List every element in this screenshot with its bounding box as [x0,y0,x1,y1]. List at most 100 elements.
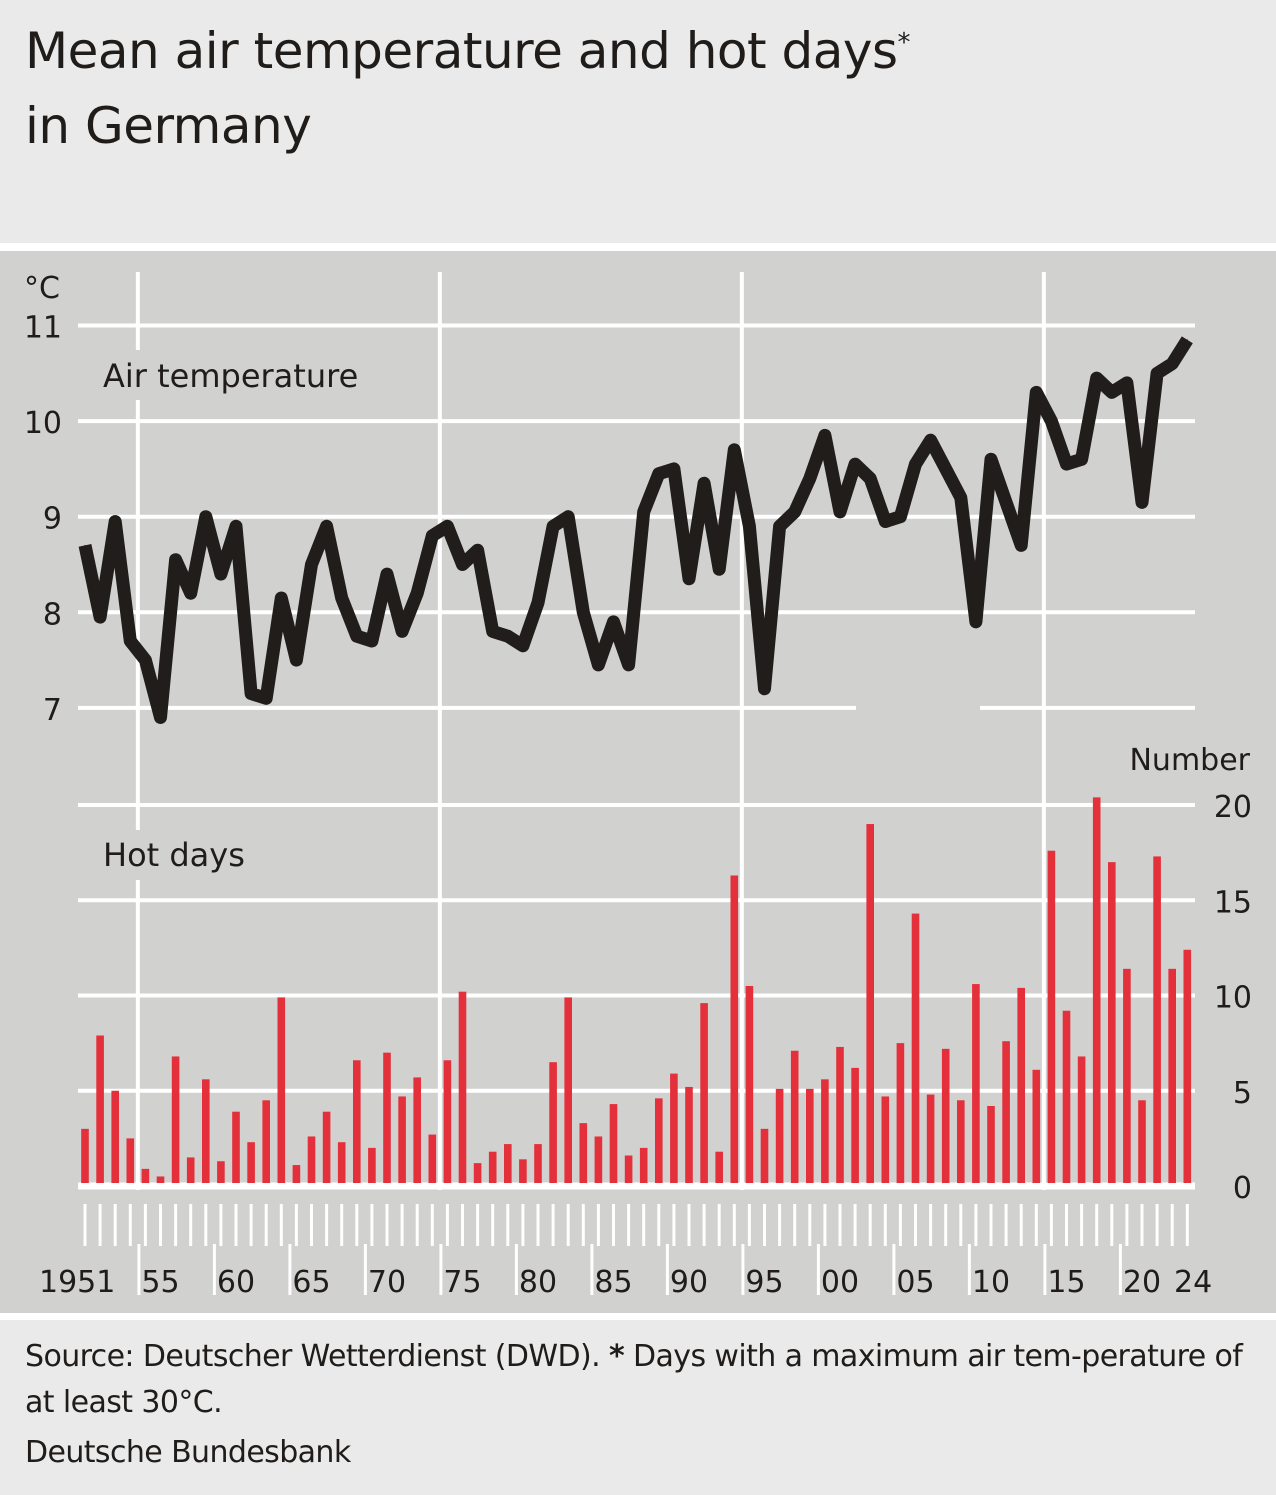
temp-point-1997 [779,525,781,527]
temp-point-1988 [643,511,645,513]
temp-point-1995 [748,525,750,527]
hot-days-series-label: Hot days [103,836,245,874]
x-label-15: 15 [1047,1265,1085,1300]
x-label-90: 90 [670,1265,708,1300]
bar-1996 [760,1128,769,1183]
y-axis-left-labels: 7 8 9 10 11 [24,311,62,728]
temp-point-1989 [658,473,660,475]
temp-point-2022 [1156,372,1158,374]
temp-point-1994 [733,449,735,451]
bar-1963 [262,1100,270,1183]
bar-1968 [337,1142,346,1183]
bar-2016 [1062,1010,1071,1183]
temp-point-1954 [129,640,131,642]
bar-1989 [655,1098,663,1183]
temp-point-1982 [552,525,554,527]
temp-point-1981 [537,602,539,604]
temp-point-1967 [326,525,328,527]
x-label-10: 10 [972,1265,1010,1300]
y-left-label-9: 9 [43,502,62,537]
bar-1999 [806,1088,814,1183]
bar-2009 [957,1100,965,1183]
bar-2014 [1032,1069,1041,1183]
bar-1969 [353,1060,361,1183]
bar-2001 [836,1046,844,1183]
bar-2022 [1153,856,1161,1183]
x-label-20: 20 [1123,1265,1161,1300]
bar-1965 [292,1165,301,1183]
temp-point-1951 [84,544,86,546]
temp-point-1966 [311,564,312,565]
temp-point-2000 [824,434,826,436]
x-label-05: 05 [896,1265,934,1300]
y-axis-right-labels: 0 5 10 15 20 [1214,790,1252,1206]
bar-2013 [1017,987,1025,1183]
bar-1966 [307,1136,316,1183]
bar-2018 [1092,797,1101,1183]
bar-1988 [639,1147,648,1183]
temp-point-1958 [190,592,192,594]
title-line-1: Mean air temperature and hot days [25,22,898,80]
y-right-label-5: 5 [1233,1076,1252,1111]
temp-point-2010 [975,621,977,623]
temp-point-2014 [1035,391,1037,393]
temp-point-1985 [597,664,599,666]
y-axis-left-unit: °C [24,271,60,306]
bar-1994 [730,875,739,1183]
air-temperature-series-label: Air temperature [103,357,358,395]
temp-point-1961 [235,525,237,527]
x-label-85: 85 [594,1265,632,1300]
temp-point-2013 [1020,544,1022,546]
temp-point-2012 [1005,501,1007,503]
x-label-95: 95 [745,1265,783,1300]
bar-1958 [186,1157,195,1183]
bar-1980 [519,1159,527,1183]
temp-point-2001 [839,511,841,513]
bar-2021 [1138,1100,1146,1183]
bar-1992 [700,1003,708,1183]
temp-point-2017 [1081,458,1083,460]
temp-point-2015 [1050,420,1052,422]
temp-point-2007 [930,439,932,441]
temp-point-1976 [462,564,463,565]
bar-2003 [866,824,874,1183]
temp-point-1956 [160,717,161,718]
bar-1961 [232,1111,240,1183]
temp-point-1979 [507,635,509,637]
bar-2007 [926,1094,935,1183]
chart-title: Mean air temperature and hot days* in Ger… [25,14,911,164]
bar-1991 [685,1086,693,1183]
gridlines [78,272,1195,1190]
y-axis-right-unit: Number [1129,743,1250,778]
bar-1973 [413,1077,421,1183]
temp-point-2021 [1141,501,1143,503]
bar-1954 [126,1138,135,1183]
x-label-00: 00 [821,1265,859,1300]
temp-point-2019 [1111,391,1113,393]
temp-point-2011 [990,458,992,460]
x-label-65: 65 [292,1265,330,1300]
bar-1975 [443,1060,452,1183]
bar-2005 [896,1043,905,1183]
bar-1985 [594,1136,603,1183]
temp-point-1963 [265,697,267,699]
title-line-2: in Germany [25,97,312,155]
temp-point-2018 [1096,377,1098,379]
bar-1951 [81,1128,89,1183]
footnote-asterisk: * [608,1339,625,1374]
temp-point-2016 [1066,463,1067,465]
y-left-label-8: 8 [43,597,62,632]
bar-1964 [277,997,286,1183]
x-label-60: 60 [217,1265,255,1300]
source-text: Source: Deutscher Wetterdienst (DWD). [25,1339,601,1374]
y-left-label-11: 11 [24,311,62,346]
bar-1990 [670,1073,678,1183]
bar-2011 [987,1105,995,1183]
x-axis-labels: 1951 55 60 65 70 75 80 85 90 95 00 05 10 15 20 24 [39,1265,1212,1300]
bar-1974 [428,1134,437,1183]
bar-2023 [1168,968,1176,1183]
temp-point-1992 [703,482,705,484]
bar-2004 [881,1096,890,1183]
temp-point-2023 [1171,363,1173,365]
x-label-70: 70 [368,1265,406,1300]
